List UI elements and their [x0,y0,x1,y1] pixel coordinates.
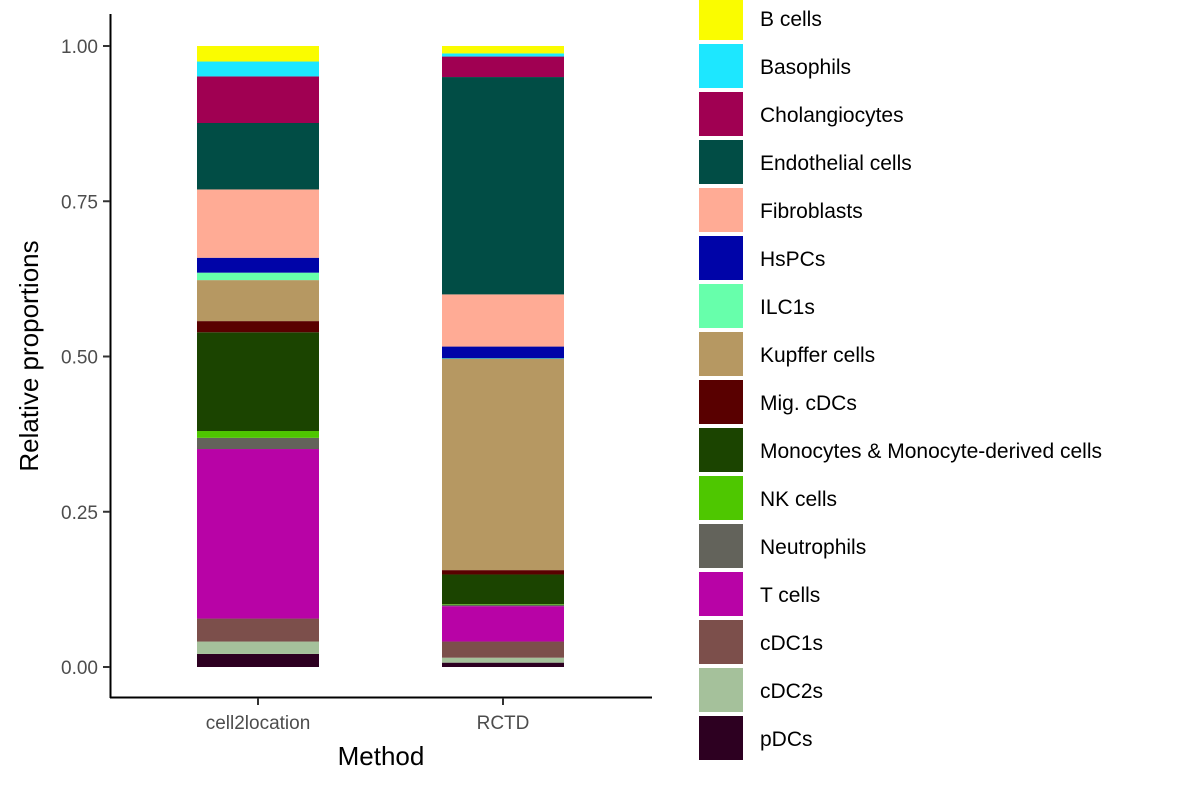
bar-segment-rctd-kupffer-cells [442,358,564,571]
bar-segment-rctd-cdc2s [442,657,564,663]
bar-segment-rctd-neutrophils [442,604,564,607]
legend-key-ilc1s [699,284,743,328]
legend-label-fibroblasts: Fibroblasts [760,200,863,223]
bar-segment-rctd-ilc1s [442,358,564,359]
legend-label-t-cells: T cells [760,584,820,607]
legend-key-mig-cdcs [699,380,743,424]
legend-label-mig-cdcs: Mig. cDCs [760,392,857,415]
y-tick-label: 0.50 [61,348,98,369]
legend-label-neutrophils: Neutrophils [760,536,866,559]
bar-segment-cell2location-kupffer-cells [197,280,319,322]
bar-segment-rctd-fibroblasts [442,294,564,347]
legend-key-cdc1s [699,620,743,664]
legend-label-cdc2s: cDC2s [760,680,823,703]
bars-layer [197,46,564,667]
bar-segment-rctd-nk-cells [442,604,564,605]
bar-segment-cell2location-t-cells [197,449,319,619]
y-tick-label: 0.75 [61,192,98,213]
legend-label-basophils: Basophils [760,56,851,79]
legend-key-kupffer-cells [699,332,743,376]
legend-key-cholangiocytes [699,92,743,136]
bar-segment-rctd-endothelial-cells [442,77,564,295]
y-axis-title: Relative proportions [14,240,44,471]
bar-segment-cell2location-b-cells [197,46,319,62]
bar-segment-rctd-hspcs [442,346,564,359]
y-tick-label: 1.00 [61,37,98,58]
legend-label-pdcs: pDCs [760,728,813,751]
legend-key-nk-cells [699,476,743,520]
legend-key-t-cells [699,572,743,616]
legend-key-b-cells [699,0,743,40]
legend-label-kupffer-cells: Kupffer cells [760,344,875,367]
bar-segment-rctd-cdc1s [442,641,564,658]
bar-segment-cell2location-nk-cells [197,431,319,438]
legend-key-fibroblasts [699,188,743,232]
legend-key-hspcs [699,236,743,280]
bar-segment-rctd-monocytes-and-monocyte-derived-cells [442,574,564,605]
bar-segment-cell2location-basophils [197,61,319,77]
legend-key-neutrophils [699,524,743,568]
x-tick-label-rctd: RCTD [477,713,530,734]
bar-segment-cell2location-neutrophils [197,437,319,450]
legend-label-ilc1s: ILC1s [760,296,815,319]
bar-segment-cell2location-monocytes-and-monocyte-derived-cells [197,332,319,432]
bar-segment-rctd-cholangiocytes [442,56,564,78]
bar-segment-cell2location-hspcs [197,257,319,273]
legend-key-monocytes-and-monocyte-derived-cells [699,428,743,472]
legend-key-cdc2s [699,668,743,712]
bar-segment-cell2location-endothelial-cells [197,123,319,190]
legend-label-monocytes-and-monocyte-derived-cells: Monocytes & Monocyte-derived cells [760,440,1102,463]
y-ticks: 0.00 0.25 0.50 0.75 1.00 [61,37,110,679]
legend-label-endothelial-cells: Endothelial cells [760,152,912,175]
x-ticks: cell2location RCTD [206,698,530,734]
bar-segment-rctd-t-cells [442,606,564,642]
x-axis-title: Method [338,741,425,771]
bar-segment-cell2location-cdc2s [197,641,319,654]
bar-segment-cell2location-fibroblasts [197,189,319,258]
bar-segment-rctd-b-cells [442,46,564,54]
x-tick-label-cell2location: cell2location [206,713,311,734]
legend-label-nk-cells: NK cells [760,488,837,511]
y-tick-label: 0.25 [61,503,98,524]
legend-label-cdc1s: cDC1s [760,632,823,655]
bar-segment-cell2location-cdc1s [197,618,319,642]
bar-segment-cell2location-pdcs [197,653,319,667]
y-tick-label: 0.00 [61,658,98,679]
bar-segment-rctd-basophils [442,53,564,57]
legend-key-endothelial-cells [699,140,743,184]
bar-segment-rctd-mig-cdcs [442,570,564,575]
bar-segment-rctd-pdcs [442,662,564,667]
bar-segment-cell2location-cholangiocytes [197,76,319,124]
legend-key-pdcs [699,716,743,760]
legend-key-basophils [699,44,743,88]
legend: B cells Basophils Cholangiocytes Endothelia… [699,0,1102,760]
legend-label-b-cells: B cells [760,8,822,31]
bar-segment-cell2location-mig-cdcs [197,321,319,333]
legend-label-cholangiocytes: Cholangiocytes [760,104,904,127]
axes-layer [109,14,652,699]
legend-label-hspcs: HsPCs [760,248,825,271]
bar-segment-cell2location-ilc1s [197,272,319,281]
